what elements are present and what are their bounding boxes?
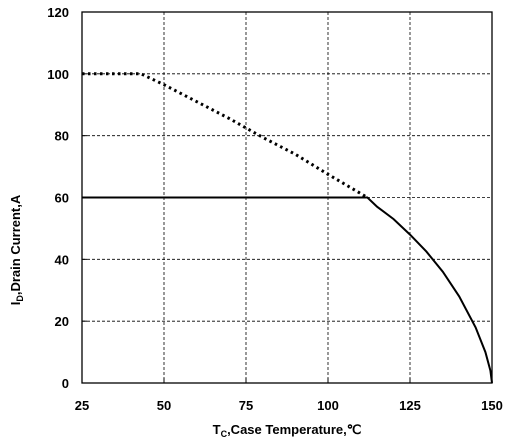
x-tick-label-125: 125 — [399, 398, 421, 413]
y-tick-label-60: 60 — [55, 191, 69, 206]
y-tick-label-100: 100 — [47, 67, 69, 82]
tick-marks — [81, 11, 493, 384]
series-line-solid — [82, 196, 493, 384]
y-axis-title: ID,Drain Current,A — [8, 194, 25, 305]
y-tick-label-80: 80 — [55, 129, 69, 144]
x-tick-labels: 25 50 75 100 125 150 — [75, 398, 503, 413]
y-tick-label-0: 0 — [62, 376, 69, 391]
x-tick-label-100: 100 — [317, 398, 339, 413]
y-tick-label-20: 20 — [55, 314, 69, 329]
series-layer — [82, 72, 493, 384]
y-tick-label-120: 120 — [47, 5, 69, 20]
y-tick-label-40: 40 — [55, 252, 69, 267]
x-tick-label-75: 75 — [239, 398, 253, 413]
x-axis-title: TC,Case Temperature,℃ — [213, 422, 362, 439]
x-tick-label-50: 50 — [157, 398, 171, 413]
x-tick-label-25: 25 — [75, 398, 89, 413]
y-tick-labels: 0 20 40 60 80 100 120 — [47, 5, 69, 391]
series-line-dotted — [82, 72, 369, 199]
x-tick-label-150: 150 — [481, 398, 503, 413]
